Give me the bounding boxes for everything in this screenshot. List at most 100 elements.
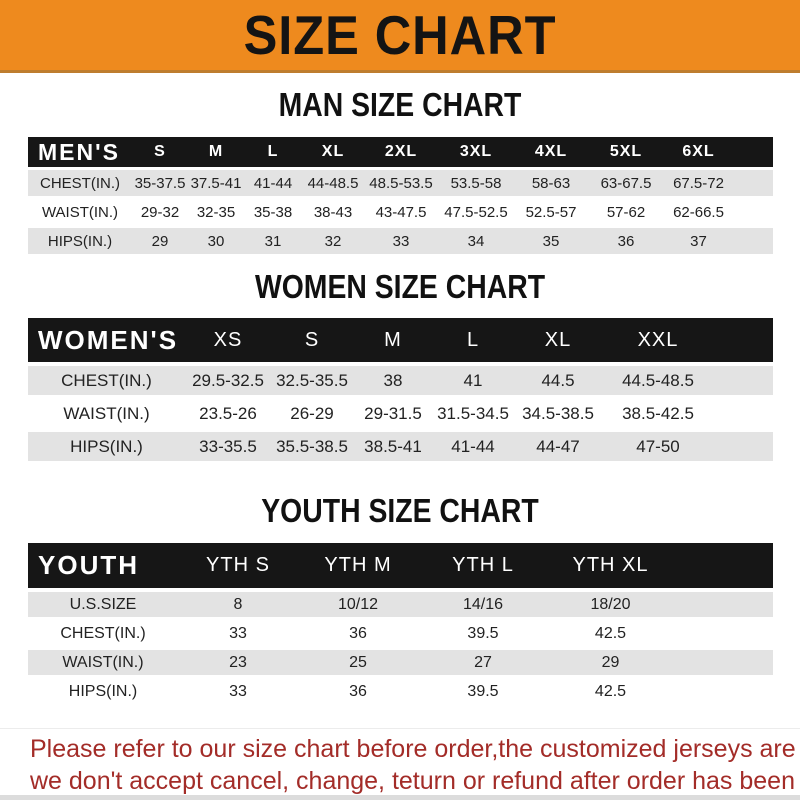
cell: 43-47.5 xyxy=(375,203,427,221)
cell: 14/16 xyxy=(462,595,504,613)
cell: 32 xyxy=(324,232,342,250)
cell: 58-63 xyxy=(531,174,571,192)
table-row-chest: CHEST(IN.) 35-37.5 37.5-41 41-44 44-48.5… xyxy=(28,170,773,196)
heading-man-size-chart: MAN SIZE CHART xyxy=(278,86,522,123)
cell: 39.5 xyxy=(467,624,499,642)
bottom-edge-strip xyxy=(0,795,800,800)
cell: 33 xyxy=(229,624,247,642)
cell: 29 xyxy=(601,653,620,671)
men-table-header-row: MEN'S S M L XL 2XL 3XL 4XL 5XL 6XL xyxy=(28,137,773,167)
heading-women-size-chart: WOMEN SIZE CHART xyxy=(254,268,546,305)
cell: 39.5 xyxy=(467,682,499,700)
youth-table-header-row: YOUTH YTH S YTH M YTH L YTH XL xyxy=(28,543,773,588)
men-table-label: MEN'S xyxy=(38,138,120,165)
cell: 38 xyxy=(383,370,403,390)
cell: 25 xyxy=(349,653,367,671)
row-label: WAIST(IN.) xyxy=(62,653,144,671)
row-label: WAIST(IN.) xyxy=(41,203,119,221)
table-row-us-size: U.S.SIZE 8 10/12 14/16 18/20 xyxy=(28,592,773,617)
cell: 48.5-53.5 xyxy=(369,174,433,192)
col-header: XS xyxy=(213,328,243,351)
cell: 18/20 xyxy=(590,595,631,613)
cell: 38-43 xyxy=(313,203,353,221)
col-header: XL xyxy=(321,143,345,160)
cell: 31.5-34.5 xyxy=(437,403,509,423)
col-header: XXL xyxy=(637,328,679,351)
cell: 31 xyxy=(264,232,282,250)
cell: 67.5-72 xyxy=(673,174,724,192)
cell: 32.5-35.5 xyxy=(276,370,348,390)
cell: 33 xyxy=(229,682,247,700)
cell: 63-67.5 xyxy=(600,174,652,192)
men-size-table: MEN'S S M L XL 2XL 3XL 4XL 5XL 6XL CHEST… xyxy=(28,137,773,254)
heading-youth-size-chart: YOUTH SIZE CHART xyxy=(261,492,539,529)
cell: 35-37.5 xyxy=(134,174,186,192)
cell: 62-66.5 xyxy=(673,203,724,221)
col-header: M xyxy=(208,143,224,160)
cell: 36 xyxy=(349,624,367,642)
women-table-header-row: WOMEN'S XS S M L XL XXL xyxy=(28,318,773,362)
cell: 47-50 xyxy=(636,436,680,456)
table-row-hips: HIPS(IN.) 29 30 31 32 33 34 35 36 37 xyxy=(28,228,773,254)
cell: 26-29 xyxy=(290,403,334,423)
col-header: 5XL xyxy=(609,143,643,160)
col-header: L xyxy=(267,143,279,160)
cell: 36 xyxy=(617,232,635,250)
table-row-chest: CHEST(IN.) 29.5-32.5 32.5-35.5 38 41 44.… xyxy=(28,366,773,395)
cell: 23 xyxy=(229,653,247,671)
cell: 44.5 xyxy=(541,370,575,390)
cell: 27 xyxy=(474,653,492,671)
row-label: U.S.SIZE xyxy=(69,595,137,613)
table-row-waist: WAIST(IN.) 23 25 27 29 xyxy=(28,650,773,675)
cell: 41-44 xyxy=(451,436,495,456)
footer-line-1: Please refer to our size chart before or… xyxy=(30,735,800,763)
col-header: 6XL xyxy=(682,143,715,160)
banner-title: SIZE CHART xyxy=(243,4,557,66)
women-table-label: WOMEN'S xyxy=(38,324,179,355)
table-row-hips: HIPS(IN.) 33 36 39.5 42.5 xyxy=(28,679,773,704)
cell: 36 xyxy=(349,682,367,700)
cell: 8 xyxy=(233,595,243,613)
cell: 37 xyxy=(690,232,707,250)
row-label: CHEST(IN.) xyxy=(60,624,146,642)
cell: 47.5-52.5 xyxy=(444,203,508,221)
cell: 34.5-38.5 xyxy=(522,403,594,423)
cell: 44-47 xyxy=(536,436,580,456)
youth-size-table: YOUTH YTH S YTH M YTH L YTH XL U.S.SIZE … xyxy=(28,543,773,704)
cell: 29-31.5 xyxy=(364,403,422,423)
col-header: S xyxy=(154,143,166,160)
cell: 33 xyxy=(392,232,410,250)
col-header: YTH L xyxy=(452,554,514,576)
col-header: 4XL xyxy=(534,143,568,160)
col-header: 3XL xyxy=(459,143,493,160)
col-header: XL xyxy=(544,328,572,351)
table-row-chest: CHEST(IN.) 33 36 39.5 42.5 xyxy=(28,621,773,646)
cell: 34 xyxy=(467,232,485,250)
cell: 41-44 xyxy=(253,174,293,192)
cell: 44.5-48.5 xyxy=(622,370,694,390)
col-header: M xyxy=(384,328,402,351)
footer-note: Please refer to our size chart before or… xyxy=(0,728,800,797)
cell: 52.5-57 xyxy=(525,203,577,221)
cell: 42.5 xyxy=(594,624,627,642)
col-header: YTH S xyxy=(206,554,270,576)
cell: 29-32 xyxy=(140,203,180,221)
cell: 42.5 xyxy=(594,682,627,700)
col-header: YTH XL xyxy=(572,554,649,576)
cell: 23.5-26 xyxy=(199,403,257,423)
cell: 33-35.5 xyxy=(199,436,257,456)
cell: 53.5-58 xyxy=(450,174,502,192)
col-header: S xyxy=(304,328,320,351)
cell: 41 xyxy=(463,370,483,390)
row-label: WAIST(IN.) xyxy=(63,403,150,423)
cell: 44-48.5 xyxy=(307,174,359,192)
table-row-hips: HIPS(IN.) 33-35.5 35.5-38.5 38.5-41 41-4… xyxy=(28,432,773,461)
cell: 37.5-41 xyxy=(190,174,242,192)
size-chart-banner: SIZE CHART xyxy=(0,0,800,73)
cell: 10/12 xyxy=(337,595,379,613)
cell: 29 xyxy=(151,232,169,250)
table-row-waist: WAIST(IN.) 29-32 32-35 35-38 38-43 43-47… xyxy=(28,199,773,225)
row-label: HIPS(IN.) xyxy=(68,682,138,700)
col-header: YTH M xyxy=(324,554,392,576)
cell: 35-38 xyxy=(253,203,293,221)
